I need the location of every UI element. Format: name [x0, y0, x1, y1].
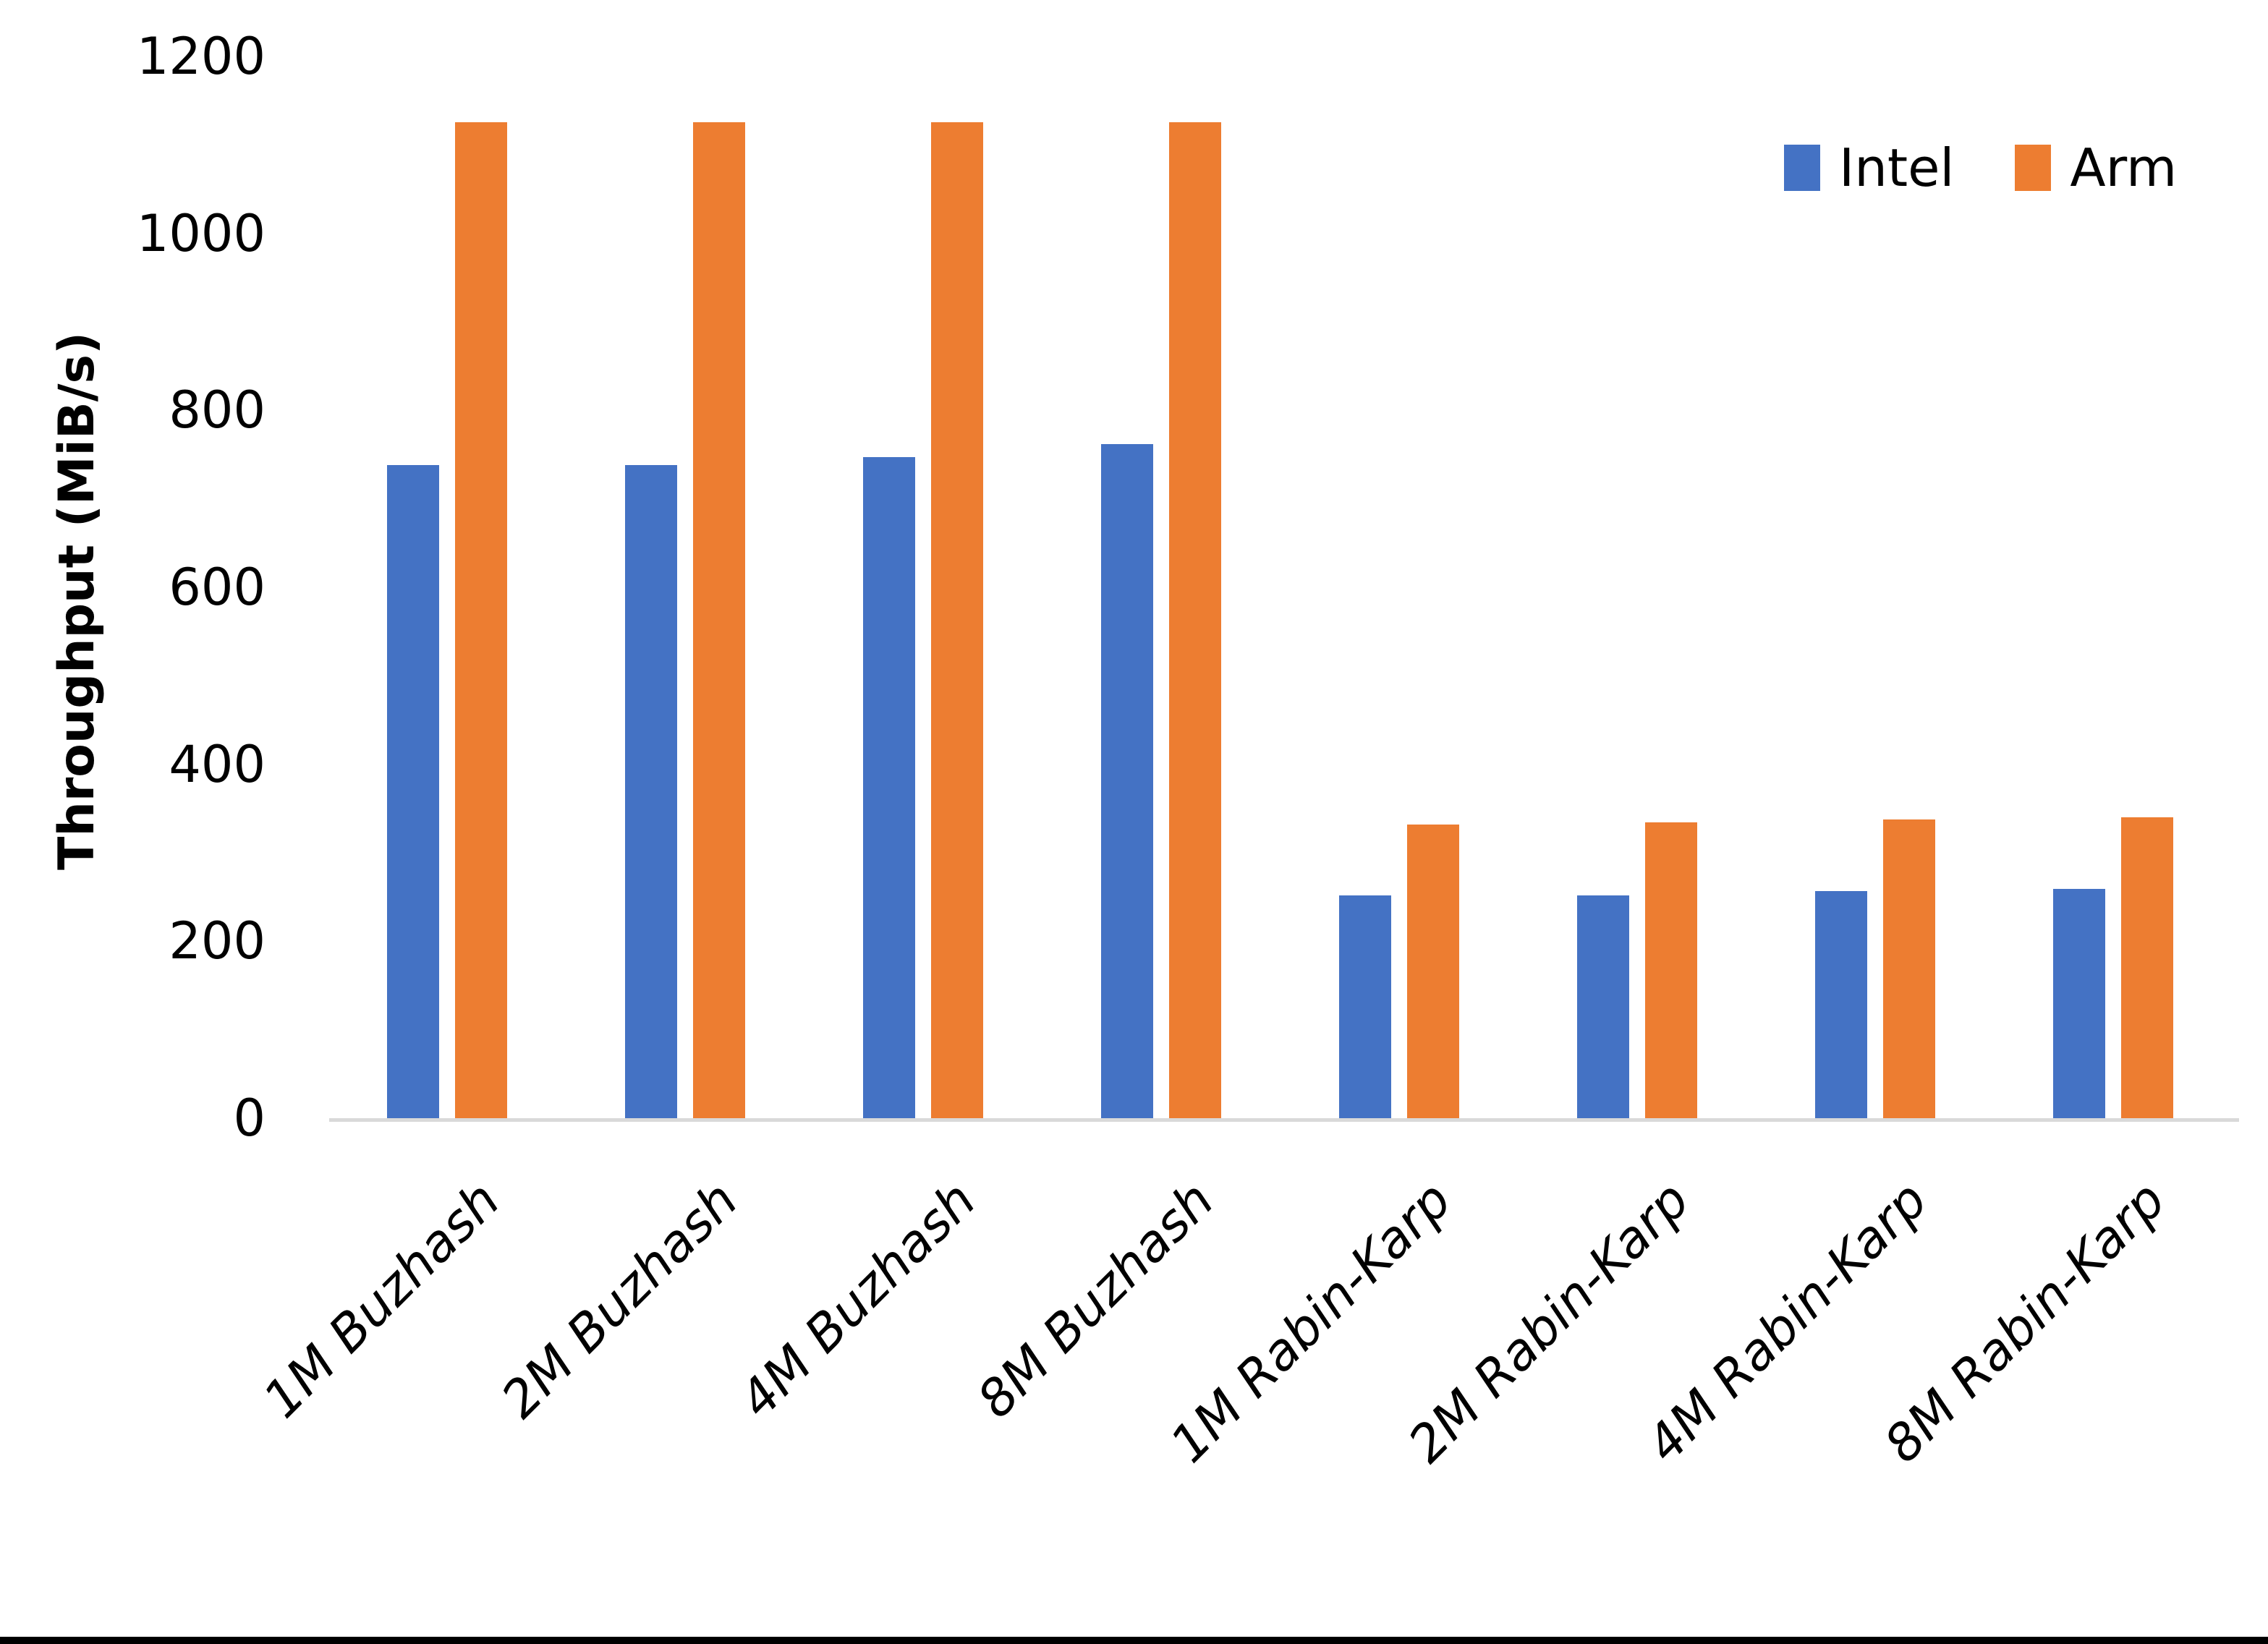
legend-item-intel: Intel — [1784, 142, 1954, 194]
bar-intel-1m-rabin-karp — [1339, 895, 1391, 1118]
bar-arm-1m-buzhash — [455, 122, 507, 1118]
legend-swatch-intel — [1784, 145, 1820, 191]
bar-arm-8m-rabin-karp — [2121, 817, 2173, 1118]
legend-item-arm: Arm — [2015, 142, 2177, 194]
bar-intel-2m-rabin-karp — [1577, 895, 1629, 1118]
legend-swatch-arm — [2015, 145, 2052, 191]
x-category-label-2m-buzhash: 2M Buzhash — [489, 1170, 749, 1430]
y-tick-label-600: 600 — [169, 558, 266, 617]
bar-arm-2m-rabin-karp — [1645, 822, 1697, 1118]
bar-intel-4m-rabin-karp — [1815, 890, 1867, 1118]
legend-label-arm: Arm — [2070, 137, 2178, 198]
bottom-border — [0, 1637, 2268, 1644]
bar-intel-1m-buzhash — [387, 465, 439, 1118]
legend: Intel Arm — [1784, 142, 2177, 194]
bar-arm-8m-buzhash — [1169, 122, 1221, 1118]
y-tick-label-800: 800 — [169, 380, 266, 440]
y-tick-label-200: 200 — [169, 911, 266, 971]
x-category-label-8m-buzhash: 8M Buzhash — [965, 1170, 1225, 1430]
x-axis-line — [329, 1118, 2239, 1122]
bar-arm-2m-buzhash — [693, 122, 745, 1118]
legend-label-intel: Intel — [1839, 137, 1955, 198]
bar-arm-1m-rabin-karp — [1407, 824, 1459, 1118]
y-tick-label-0: 0 — [233, 1089, 266, 1148]
bar-arm-4m-buzhash — [931, 122, 983, 1118]
bar-intel-2m-buzhash — [625, 465, 677, 1118]
bar-arm-4m-rabin-karp — [1883, 819, 1935, 1118]
bar-intel-8m-buzhash — [1101, 443, 1153, 1118]
bar-intel-4m-buzhash — [863, 457, 915, 1118]
x-category-label-1m-buzhash: 1M Buzhash — [251, 1170, 511, 1430]
y-tick-label-400: 400 — [169, 734, 266, 794]
x-category-label-4m-buzhash: 4M Buzhash — [727, 1170, 987, 1430]
y-tick-label-1200: 1200 — [136, 27, 266, 86]
bar-intel-8m-rabin-karp — [2053, 889, 2105, 1118]
y-tick-label-1000: 1000 — [136, 203, 266, 263]
